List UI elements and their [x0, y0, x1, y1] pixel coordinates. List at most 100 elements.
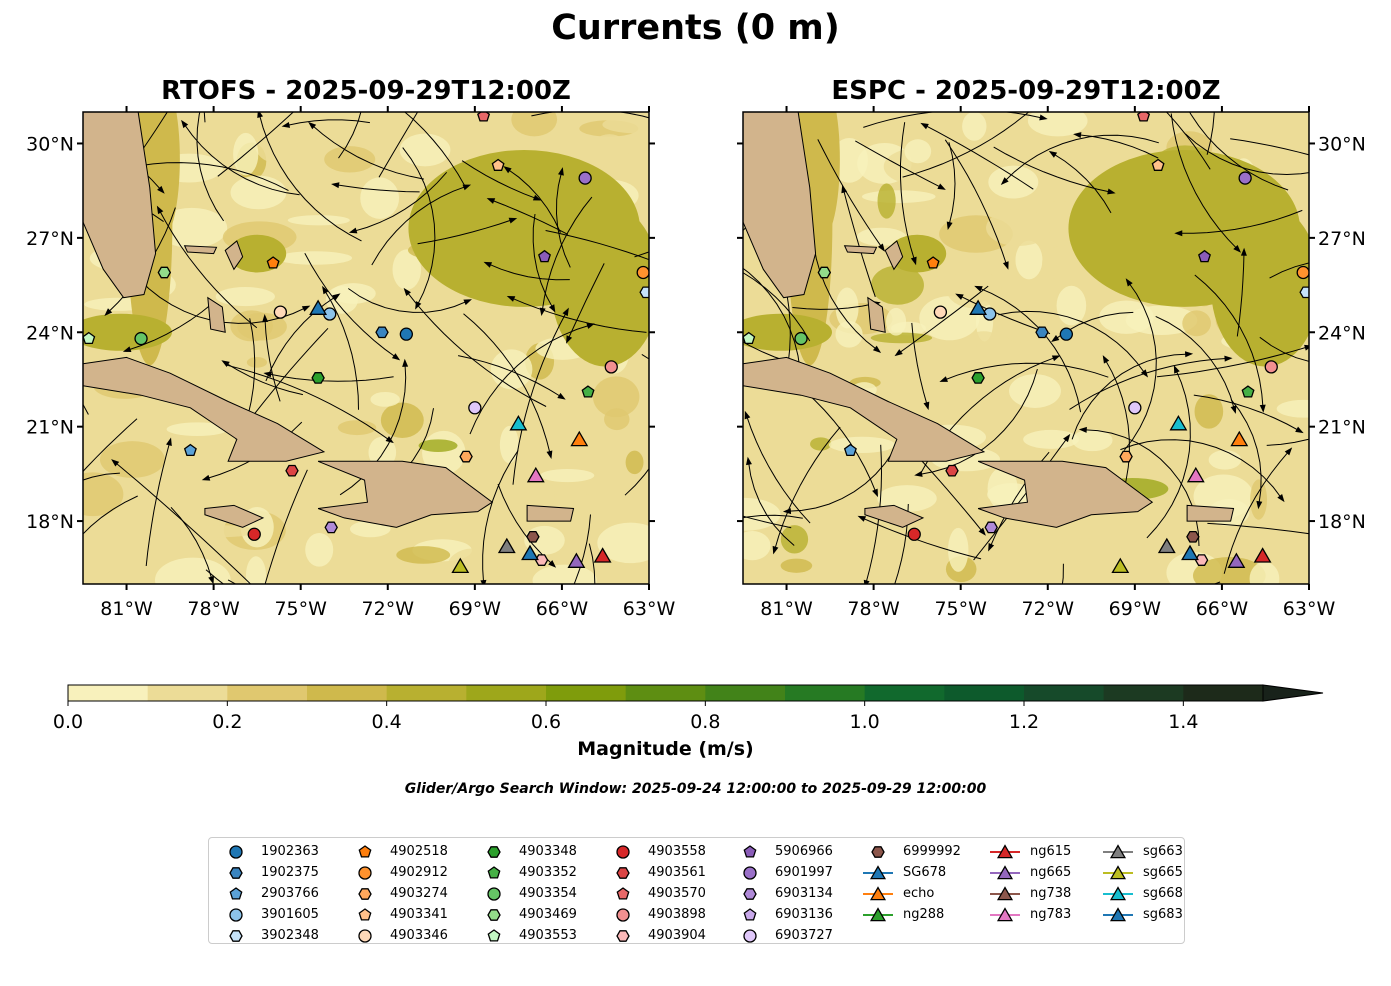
streamline-arrow	[857, 515, 867, 522]
legend-item: 6903727	[731, 926, 833, 944]
legend-marker	[743, 929, 757, 943]
legend-item: ng665	[986, 863, 1071, 881]
speed-patch	[305, 532, 334, 567]
colorbar-tick-label: 0.6	[531, 711, 561, 733]
platform-4903341	[491, 158, 505, 171]
speed-patch	[988, 165, 1039, 199]
speed-patch	[540, 468, 595, 483]
legend-item: echo	[859, 884, 934, 902]
streamline-arrow	[327, 66, 336, 72]
streamline	[264, 469, 308, 584]
land-puertorico	[526, 504, 575, 522]
streamline-arrow	[221, 360, 230, 367]
y-tick-label: 21°N	[1318, 417, 1366, 439]
speed-contour	[743, 313, 832, 351]
streamline	[1004, 134, 1159, 182]
legend-marker	[996, 886, 1014, 901]
legend-marker-icon	[358, 908, 372, 921]
streamline	[511, 297, 647, 333]
speed-patch	[948, 527, 969, 572]
streamline-arrow	[281, 121, 291, 128]
platform-4903346	[273, 305, 288, 319]
platform-4903898	[1264, 360, 1278, 374]
platform-4903561	[285, 464, 299, 477]
legend-marker-icon	[616, 908, 630, 922]
y-tick-label: 27°N	[26, 228, 74, 250]
platform-SG678	[309, 299, 328, 315]
streamline-arrow	[216, 59, 223, 67]
platform-4903558	[247, 527, 261, 541]
streamline	[404, 112, 466, 187]
speed-patch	[1249, 561, 1280, 584]
streamline	[1146, 369, 1191, 539]
legend-item: 4903354	[475, 884, 577, 902]
platform-4902912	[636, 265, 649, 280]
streamline-arrow	[872, 488, 878, 498]
legend-label: 4903274	[390, 885, 448, 901]
colorbar-bin	[944, 685, 1025, 701]
legend-marker-icon	[990, 865, 1020, 880]
speed-patch	[828, 436, 896, 453]
streamline-arrow	[21, 538, 28, 546]
legend-label: sg668	[1143, 885, 1183, 901]
platform-sg665	[451, 557, 470, 574]
streamline-arrow	[1078, 426, 1087, 433]
colorbar-tick-label: 1.2	[1009, 711, 1039, 733]
streamline-arrow	[432, 77, 439, 85]
legend-marker	[358, 888, 372, 900]
legend-label: echo	[903, 885, 935, 901]
speed-patch	[246, 556, 266, 584]
legend-item: 3902348	[217, 926, 319, 944]
colorbar-bin	[466, 685, 547, 701]
legend-marker-icon	[358, 888, 372, 900]
platform-5906966	[1198, 249, 1211, 263]
platform-4903553	[743, 331, 756, 345]
legend-item: 4903553	[475, 926, 577, 944]
colorbar-bin	[705, 685, 786, 701]
streamline-arrow	[308, 121, 317, 130]
colorbar-tick-label: 0.2	[212, 711, 242, 733]
streamline	[335, 184, 420, 193]
y-tick-label: 18°N	[26, 511, 74, 533]
legend-marker-icon	[871, 846, 885, 858]
streamline-arrow	[863, 579, 870, 584]
colorbar-tick-label: 0.8	[690, 711, 720, 733]
streamline-arrow	[181, 119, 189, 129]
legend-marker	[869, 886, 887, 901]
speed-patch	[604, 408, 630, 431]
streamline	[1120, 439, 1282, 499]
streamline-arrow	[483, 261, 493, 268]
streamline-arrow	[920, 122, 929, 130]
speed-patch	[625, 450, 644, 475]
map-frame	[742, 111, 1310, 585]
x-tick-label: 63°W	[1283, 598, 1336, 620]
streamline	[348, 288, 468, 313]
streamline-arrow	[955, 293, 964, 300]
legend-marker-icon	[229, 887, 243, 900]
legend-item: 4902912	[346, 863, 448, 881]
legend-marker	[229, 930, 243, 942]
legend-marker-icon	[487, 846, 501, 858]
platform-sg668	[1169, 415, 1188, 431]
land-andros	[207, 296, 226, 333]
streamline	[378, 112, 419, 178]
streamline-arrow	[1048, 150, 1058, 158]
platform-4902518	[266, 256, 280, 269]
streamline	[145, 442, 171, 567]
colorbar-bin	[864, 685, 945, 701]
espc-map: 81°W 78°W 75°W 72°W 69°W 66°W 63°W 18°N 21°N 24°N…	[737, 106, 1366, 620]
streamline	[1078, 134, 1159, 159]
legend-marker	[487, 866, 501, 879]
streamline	[491, 199, 569, 235]
streamline	[898, 285, 989, 354]
streamline	[1156, 346, 1308, 378]
legend-marker	[358, 908, 372, 921]
platform-4903274	[459, 450, 473, 463]
streamline	[743, 515, 792, 529]
streamline-arrow	[532, 194, 542, 201]
streamline	[861, 517, 982, 560]
speed-contour	[802, 112, 840, 240]
streamline	[1069, 357, 1228, 410]
streamline	[1165, 112, 1211, 170]
